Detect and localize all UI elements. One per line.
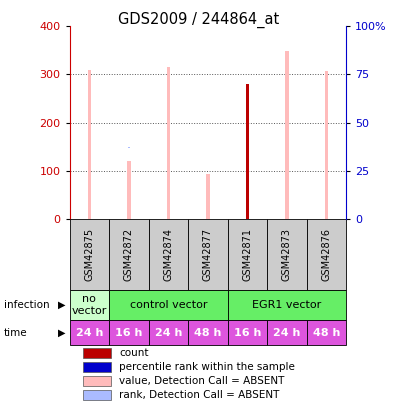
- Bar: [267, 219, 307, 290]
- Bar: [167, 67, 170, 219]
- Bar: [228, 219, 267, 290]
- Text: value, Detection Call = ABSENT: value, Detection Call = ABSENT: [119, 376, 285, 386]
- Text: time: time: [4, 328, 27, 338]
- Text: 24 h: 24 h: [76, 328, 103, 338]
- Text: count: count: [119, 348, 149, 358]
- Bar: [188, 320, 228, 345]
- Text: GSM42871: GSM42871: [242, 228, 252, 281]
- Bar: [84, 376, 111, 386]
- Text: GSM42877: GSM42877: [203, 228, 213, 281]
- Text: 16 h: 16 h: [234, 328, 261, 338]
- Bar: [149, 320, 188, 345]
- Bar: [325, 70, 328, 219]
- Text: ▶: ▶: [58, 300, 66, 310]
- Text: GDS2009 / 244864_at: GDS2009 / 244864_at: [118, 12, 280, 28]
- Text: ▶: ▶: [58, 328, 66, 338]
- Bar: [84, 348, 111, 358]
- Bar: [228, 320, 267, 345]
- Bar: [70, 320, 109, 345]
- Text: 48 h: 48 h: [194, 328, 222, 338]
- Text: control vector: control vector: [130, 300, 207, 310]
- Bar: [109, 320, 149, 345]
- Text: EGR1 vector: EGR1 vector: [252, 300, 322, 310]
- Text: infection: infection: [4, 300, 50, 310]
- Text: GSM42872: GSM42872: [124, 228, 134, 281]
- Text: 24 h: 24 h: [155, 328, 182, 338]
- Text: 48 h: 48 h: [313, 328, 340, 338]
- Text: 24 h: 24 h: [273, 328, 300, 338]
- Bar: [307, 320, 346, 345]
- Text: GSM42873: GSM42873: [282, 228, 292, 281]
- Text: 16 h: 16 h: [115, 328, 142, 338]
- Bar: [246, 84, 249, 219]
- Bar: [285, 51, 289, 219]
- Text: GSM42874: GSM42874: [164, 228, 174, 281]
- Bar: [149, 219, 188, 290]
- Text: GSM42876: GSM42876: [322, 228, 332, 281]
- Bar: [84, 390, 111, 400]
- Text: GSM42875: GSM42875: [84, 228, 94, 281]
- Text: percentile rank within the sample: percentile rank within the sample: [119, 362, 295, 372]
- Bar: [188, 219, 228, 290]
- Bar: [267, 320, 307, 345]
- Text: rank, Detection Call = ABSENT: rank, Detection Call = ABSENT: [119, 390, 280, 400]
- Bar: [228, 290, 346, 320]
- Bar: [127, 161, 131, 219]
- Bar: [109, 290, 228, 320]
- Bar: [109, 219, 149, 290]
- Bar: [70, 290, 109, 320]
- Bar: [207, 174, 209, 219]
- Bar: [307, 219, 346, 290]
- Bar: [70, 219, 109, 290]
- Bar: [88, 70, 91, 219]
- Bar: [84, 362, 111, 372]
- Text: no
vector: no vector: [72, 294, 107, 315]
